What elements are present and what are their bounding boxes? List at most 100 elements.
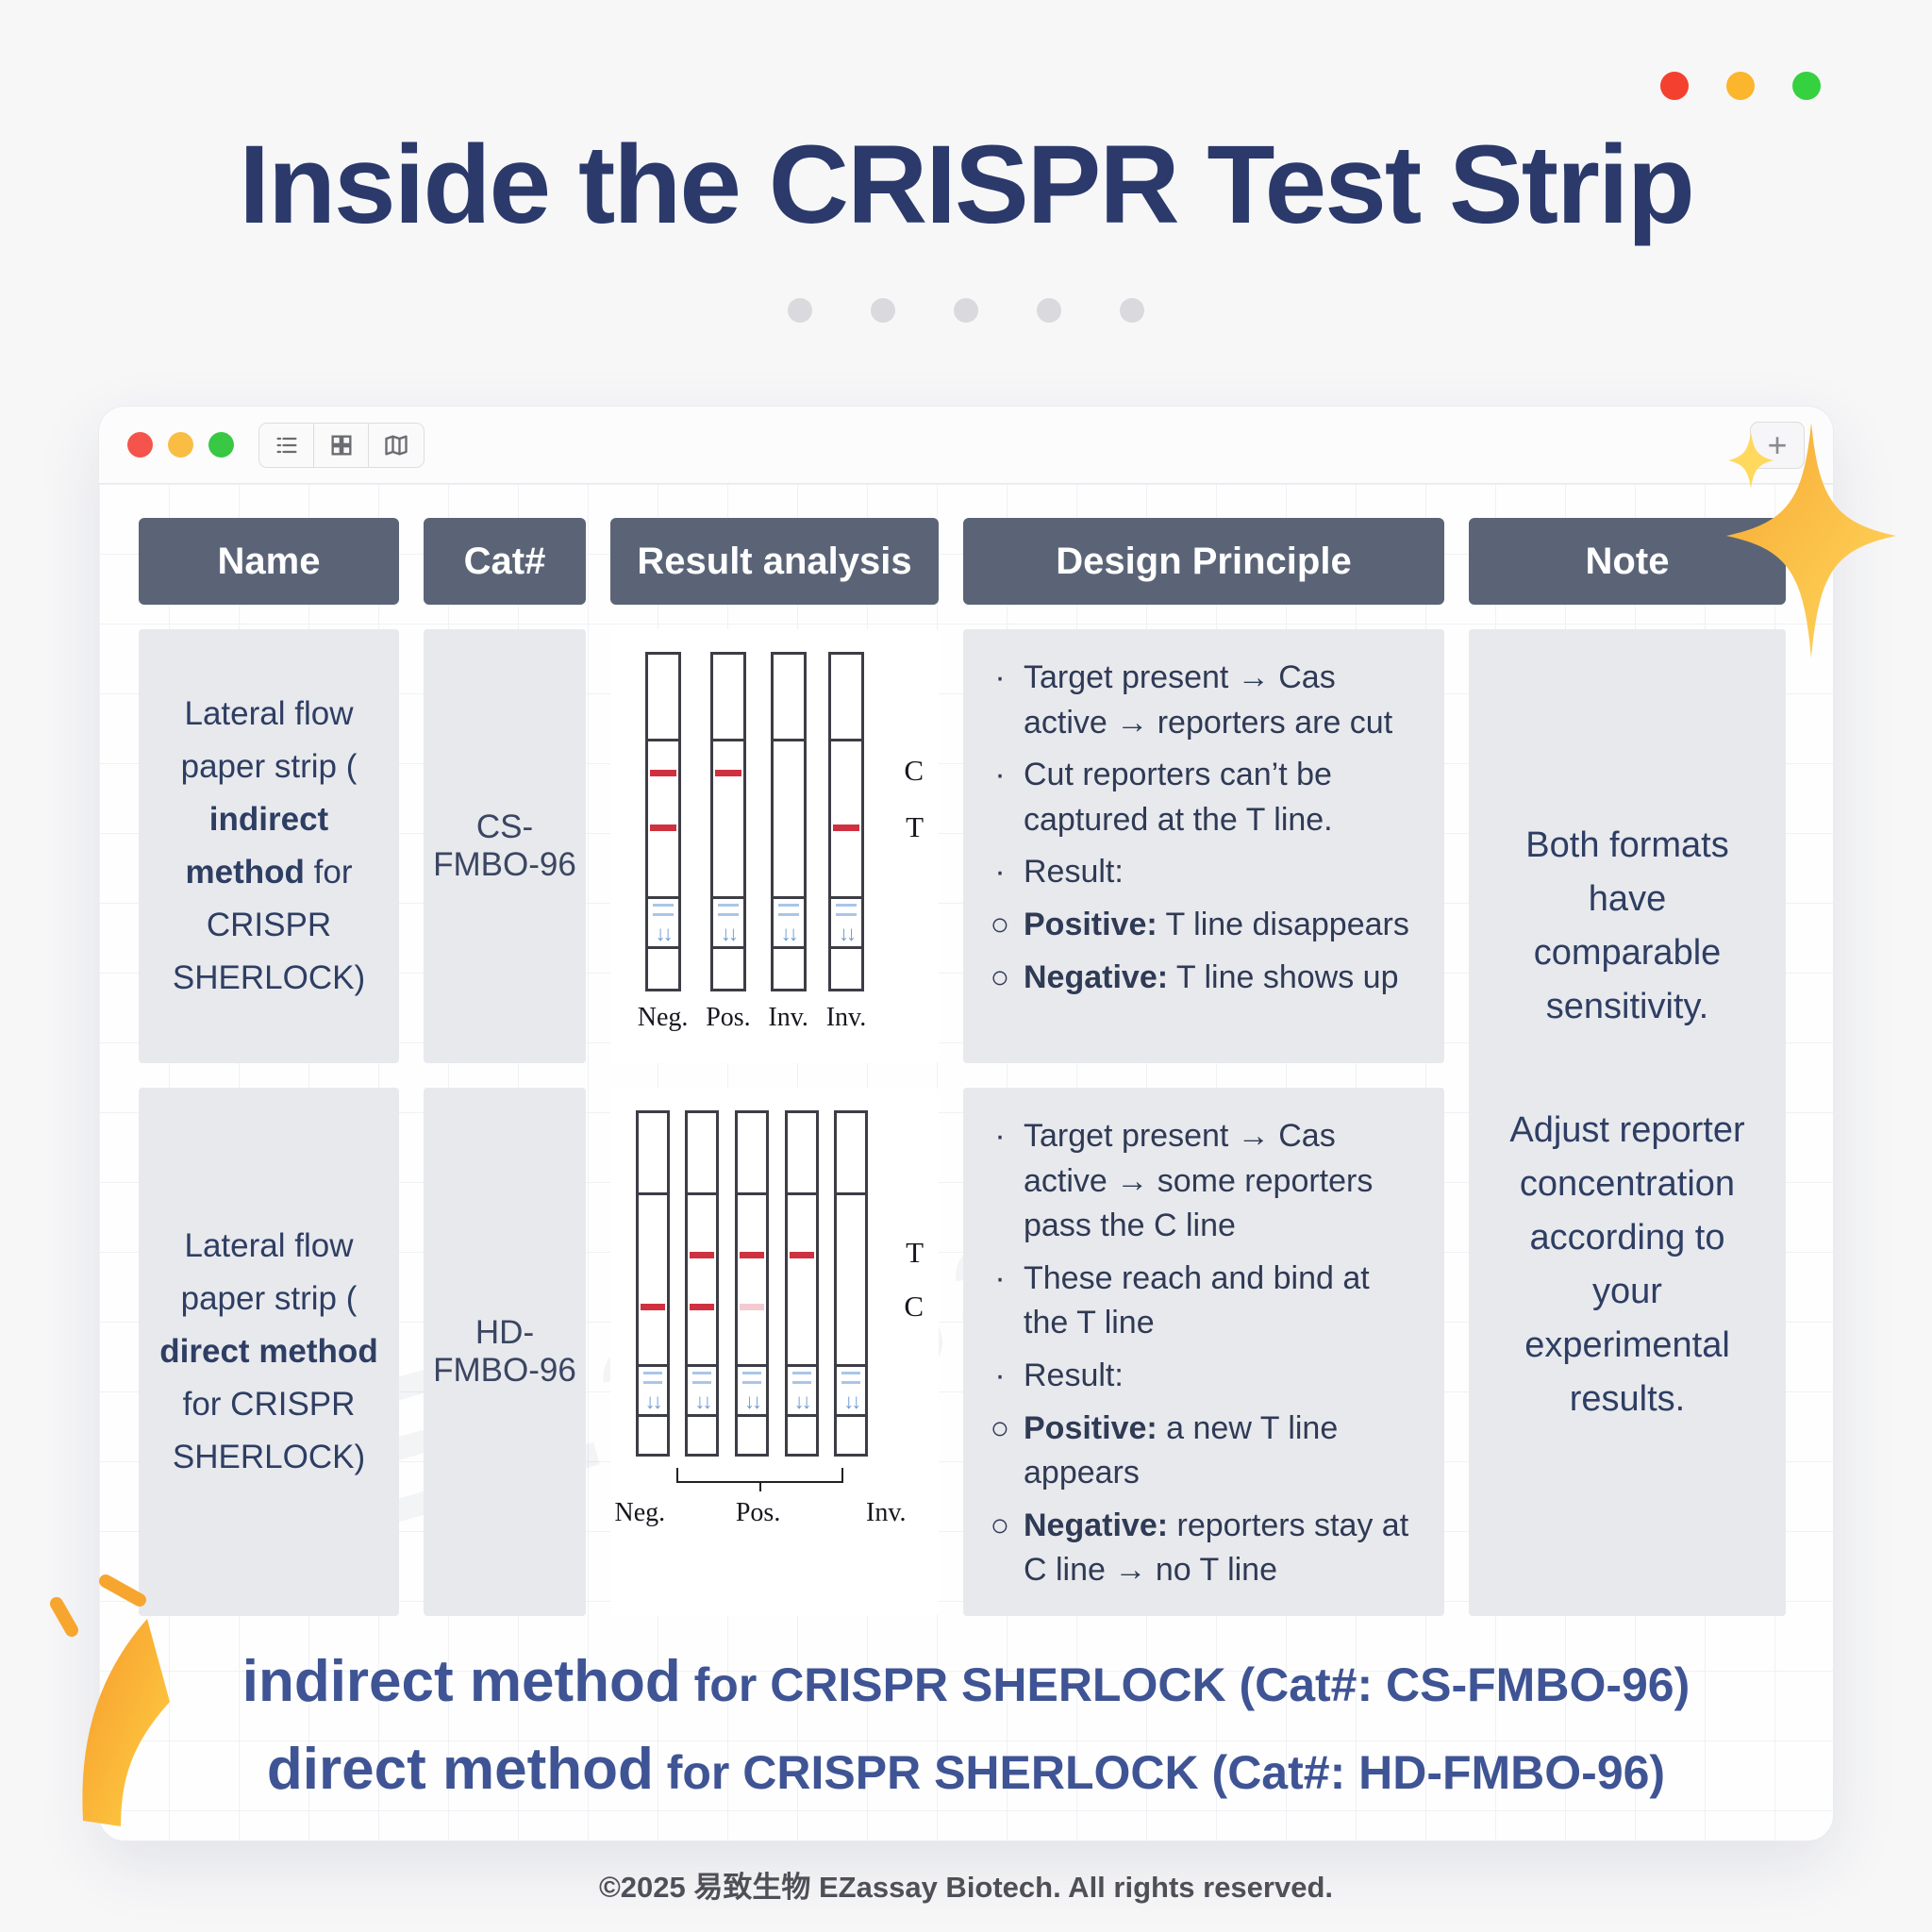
bullet-marker: · [994,1118,1006,1154]
test-strip: ↓↓ Pos. [706,652,751,1033]
new-tab-button[interactable]: + [1750,421,1805,469]
test-strip: ↓↓ Inv. [825,652,867,1033]
summary-lines: indirect method for CRISPR SHERLOCK (Cat… [139,1648,1793,1803]
summary-rest: for CRISPR SHERLOCK (Cat#: HD-FMBO-96) [653,1746,1666,1799]
summary-lead: direct method [266,1737,654,1802]
yellow-dot-icon [1726,72,1755,100]
green-dot-icon [1792,72,1821,100]
c-line [739,1304,764,1310]
strip-result-labels: Neg. Pos. Inv. [610,1468,939,1547]
name-text: Lateral flow paper strip ( [180,695,358,785]
page-title: Inside the CRISPR Test Strip [239,123,1695,247]
name-cell-indirect: Lateral flow paper strip ( indirect meth… [139,629,399,1063]
bullet-marker: ○ [990,906,1010,942]
header-note: Note [1469,518,1786,605]
close-button[interactable] [127,432,153,458]
t-line [789,1252,814,1258]
c-line-label: C [904,1290,924,1323]
map-view-button[interactable] [369,423,424,467]
result-cell-indirect: ↓↓ Neg. ↓↓ Pos. ↓↓ Inv. ↓↓ Inv. C T [610,629,939,1063]
dot-icon [954,298,978,323]
name-text: Lateral flow paper strip ( [180,1227,358,1317]
test-strip: ↓↓ [734,1110,769,1457]
t-line [649,824,676,831]
window-content: EZassay™ Name Cat# Result analysis Desig… [99,484,1833,1841]
bullet-marker: · [994,1259,1006,1296]
header-name: Name [139,518,399,605]
test-strip: ↓↓ Inv. [768,652,808,1033]
minimize-button[interactable] [168,432,193,458]
name-cell-direct: Lateral flow paper strip ( direct method… [139,1088,399,1616]
strip-label: Pos. [706,1003,751,1032]
header-principle: Design Principle [963,518,1444,605]
principle-cell-direct: · Target present → Cas active → some repo… [963,1088,1444,1616]
note-paragraph: Adjust reporter concentration according … [1509,1110,1745,1419]
dot-icon [788,298,812,323]
test-strip: ↓↓ [685,1110,720,1457]
strip-label: Neg. [614,1498,666,1527]
name-text: for CRISPR SHERLOCK) [172,1386,366,1475]
t-line-label: T [906,1236,924,1269]
cat-cell-indirect: CS-FMBO-96 [424,629,586,1063]
list-icon [276,437,296,453]
cat-cell-direct: HD-FMBO-96 [424,1088,586,1616]
bullet-marker: · [994,659,1006,695]
grid-view-button[interactable] [314,423,369,467]
c-line [690,1304,715,1310]
name-text: for CRISPR SHERLOCK) [172,854,366,996]
strips-direct: ↓↓ ↓↓ ↓↓ ↓↓ ↓↓ [610,1088,939,1457]
dot-icon [1037,298,1061,323]
bullet-marker: ○ [990,958,1010,995]
header-result: Result analysis [610,518,939,605]
comparison-table: Name Cat# Result analysis Design Princip… [139,518,1793,1616]
copyright: ©2025 易致生物 EZassay Biotech. All rights r… [598,1871,1334,1904]
t-line [832,824,859,831]
map-icon [385,435,408,455]
test-strip: ↓↓ Neg. [637,652,689,1033]
strip-label: Neg. [637,1003,689,1032]
header-cat: Cat# [424,518,586,605]
principle-cell-indirect: · Target present → Cas active → reporters… [963,629,1444,1063]
bullet-marker: · [994,1357,1006,1393]
result-cell-direct: ↓↓ ↓↓ ↓↓ ↓↓ ↓↓ T C Neg. Pos. Inv. [610,1088,939,1616]
test-strip: ↓↓ [834,1110,869,1457]
window-titlebar: + [99,407,1833,484]
c-line [640,1304,665,1310]
name-bold: indirect method [185,801,329,891]
test-strip: ↓↓ [635,1110,670,1457]
summary-line-indirect: indirect method for CRISPR SHERLOCK (Cat… [139,1648,1793,1715]
name-bold: direct method [159,1333,378,1370]
list-view-button[interactable] [259,423,314,467]
strip-label: Pos. [735,1498,781,1527]
view-toolbar [258,422,425,468]
positive-bracket [675,1468,844,1491]
bullet-marker: ○ [990,1409,1010,1446]
grid-icon [331,435,351,455]
test-strip: ↓↓ [784,1110,819,1457]
bullet-marker: · [994,854,1006,891]
c-line-label: C [904,754,924,787]
carousel-dots [0,298,1932,323]
zoom-button[interactable] [208,432,234,458]
bullet-marker: · [994,757,1006,793]
note-cell: Both formats have comparable sensitivity… [1469,629,1786,1616]
c-line [714,770,741,776]
dot-icon [1120,298,1144,323]
summary-lead: indirect method [242,1649,681,1714]
strip-label: Inv. [825,1003,867,1032]
app-window: + EZassay™ Name Cat# Result analysis Des… [98,406,1834,1841]
strips-indirect: ↓↓ Neg. ↓↓ Pos. ↓↓ Inv. ↓↓ Inv. [610,629,939,1033]
t-line-label: T [906,810,924,843]
summary-rest: for CRISPR SHERLOCK (Cat#: CS-FMBO-96) [680,1658,1690,1711]
t-line [690,1252,715,1258]
strip-label: Inv. [866,1498,907,1527]
summary-line-direct: direct method for CRISPR SHERLOCK (Cat#:… [139,1736,1793,1803]
dot-icon [871,298,895,323]
page-corner-dots [1660,72,1821,100]
c-line [649,770,676,776]
red-dot-icon [1660,72,1689,100]
t-line [739,1252,764,1258]
note-paragraph: Both formats have comparable sensitivity… [1525,825,1729,1026]
strip-label: Inv. [768,1003,808,1032]
